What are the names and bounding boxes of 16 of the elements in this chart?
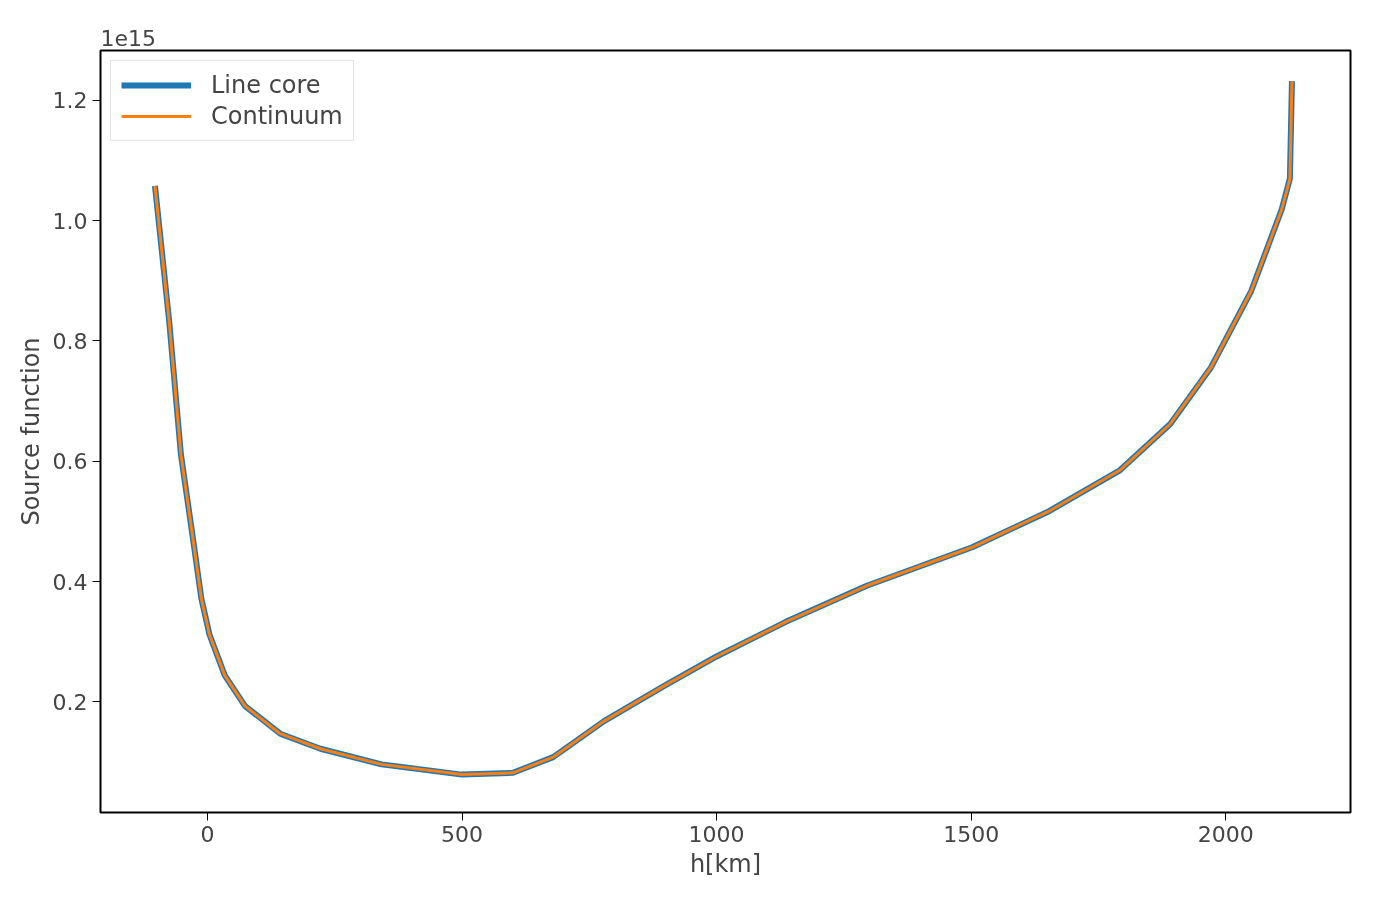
y-tick-label: 0.4: [52, 569, 88, 595]
x-axis-title: h[km]: [689, 849, 762, 878]
legend-label: Continuum: [211, 102, 343, 130]
y-tick-label: 1.2: [52, 88, 88, 114]
annotation: 1e15: [100, 25, 157, 51]
y-tick-label: 0.6: [52, 449, 88, 475]
x-tick-label: 0: [200, 821, 215, 847]
legend-label: Line core: [211, 71, 321, 99]
y-axis-title: Source function: [16, 337, 45, 526]
x-tick-label: 500: [441, 821, 484, 847]
y-tick-label: 0.2: [52, 689, 88, 715]
x-tick-label: 1500: [943, 821, 1000, 847]
y-tick-label: 0.8: [52, 328, 88, 354]
y-tick-label: 1.0: [52, 208, 88, 234]
x-tick-label: 2000: [1197, 821, 1254, 847]
x-tick-label: 1000: [688, 821, 745, 847]
